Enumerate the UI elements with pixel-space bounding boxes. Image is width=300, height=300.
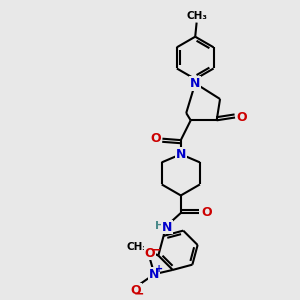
Text: O: O [237,111,248,124]
Text: CH₃: CH₃ [186,11,207,21]
Text: N: N [190,77,200,90]
Text: N: N [176,148,186,161]
Text: N: N [149,268,160,281]
Text: +: + [155,264,164,274]
Text: CH₃: CH₃ [126,242,147,252]
Text: −: − [134,287,145,300]
Text: O: O [145,247,155,260]
Text: −: − [151,244,161,257]
Text: N: N [161,220,172,234]
Text: O: O [150,132,161,145]
Text: O: O [131,284,141,297]
Text: H: H [155,221,164,231]
Text: O: O [201,206,211,220]
